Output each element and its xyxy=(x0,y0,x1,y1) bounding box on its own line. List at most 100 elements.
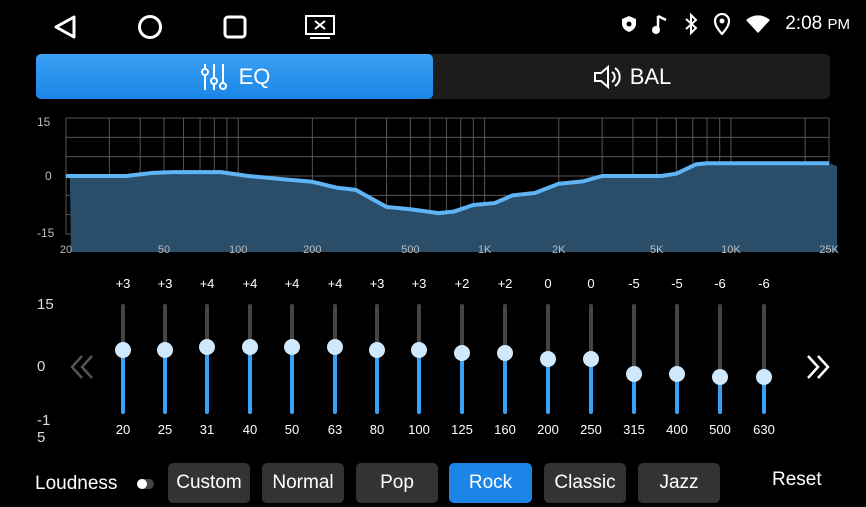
band-frequency: 125 xyxy=(451,422,473,437)
slider-track[interactable] xyxy=(583,304,599,414)
band-value: -5 xyxy=(671,276,683,291)
band-slider[interactable]: -5 315 xyxy=(614,276,654,437)
preset-custom-button[interactable]: Custom xyxy=(168,463,250,503)
tab-eq[interactable]: EQ xyxy=(36,54,433,99)
band-slider[interactable]: -6 630 xyxy=(744,276,784,437)
back-icon[interactable] xyxy=(52,14,78,40)
band-slider[interactable]: +3 100 xyxy=(399,276,439,437)
band-slider[interactable]: 0 250 xyxy=(571,276,611,437)
graph-curve xyxy=(66,161,829,216)
slider-thumb[interactable] xyxy=(712,369,728,385)
band-slider[interactable]: +2 125 xyxy=(442,276,482,437)
band-frequency: 160 xyxy=(494,422,516,437)
slider-thumb[interactable] xyxy=(669,366,685,382)
band-value: 0 xyxy=(587,276,595,291)
band-slider[interactable]: +2 160 xyxy=(485,276,525,437)
graph-y-label: 0 xyxy=(45,169,52,183)
recents-icon[interactable] xyxy=(222,14,248,40)
music-note-icon xyxy=(652,14,667,34)
graph-y-label: 15 xyxy=(37,115,51,129)
slider-track[interactable] xyxy=(242,304,258,414)
band-frequency: 200 xyxy=(537,422,559,437)
slider-track[interactable] xyxy=(369,304,385,414)
band-slider[interactable]: +3 25 xyxy=(145,276,185,437)
preset-pop-button[interactable]: Pop xyxy=(356,463,438,503)
band-value: -6 xyxy=(758,276,770,291)
slider-track[interactable] xyxy=(327,304,343,414)
slider-fill xyxy=(375,350,379,414)
screen-off-icon[interactable] xyxy=(304,13,336,41)
slider-track[interactable] xyxy=(626,304,642,414)
preset-jazz-button[interactable]: Jazz xyxy=(638,463,720,503)
slider-thumb[interactable] xyxy=(242,339,258,355)
slider-thumb[interactable] xyxy=(284,339,300,355)
slider-thumb[interactable] xyxy=(540,351,556,367)
band-frequency: 31 xyxy=(199,422,215,437)
slider-thumb[interactable] xyxy=(199,339,215,355)
slider-thumb[interactable] xyxy=(454,345,470,361)
slider-track[interactable] xyxy=(712,304,728,414)
band-slider[interactable]: +4 50 xyxy=(272,276,312,437)
slider-thumb[interactable] xyxy=(115,342,131,358)
clock: 2:08 PM xyxy=(785,13,850,34)
speaker-icon xyxy=(593,64,621,89)
band-slider[interactable]: -5 400 xyxy=(657,276,697,437)
band-slider[interactable]: +3 80 xyxy=(357,276,397,437)
slider-fill xyxy=(675,374,679,414)
slider-thumb[interactable] xyxy=(369,342,385,358)
slider-track[interactable] xyxy=(199,304,215,414)
band-value: +3 xyxy=(411,276,427,291)
sliders-icon xyxy=(200,63,227,90)
band-slider[interactable]: +4 63 xyxy=(315,276,355,437)
band-slider[interactable]: -6 500 xyxy=(700,276,740,437)
slider-thumb[interactable] xyxy=(756,369,772,385)
graph-x-label: 200 xyxy=(303,244,322,256)
slider-thumb[interactable] xyxy=(327,339,343,355)
slider-fill xyxy=(718,377,722,414)
band-slider[interactable]: +4 31 xyxy=(187,276,227,437)
scroll-right-icon[interactable] xyxy=(806,354,830,380)
band-value: +3 xyxy=(115,276,131,291)
tab-bar: EQ BAL xyxy=(36,54,830,99)
slider-track[interactable] xyxy=(454,304,470,414)
slider-thumb[interactable] xyxy=(583,351,599,367)
slider-track[interactable] xyxy=(284,304,300,414)
slider-track[interactable] xyxy=(157,304,173,414)
reset-button[interactable]: Reset xyxy=(772,469,822,490)
band-value: +4 xyxy=(327,276,343,291)
slider-fill xyxy=(503,353,507,414)
band-value: -5 xyxy=(628,276,640,291)
slider-thumb[interactable] xyxy=(497,345,513,361)
slider-track[interactable] xyxy=(497,304,513,414)
graph-x-label: 20 xyxy=(59,244,73,256)
band-value: +3 xyxy=(157,276,173,291)
band-slider[interactable]: 0 200 xyxy=(528,276,568,437)
slider-track[interactable] xyxy=(115,304,131,414)
slider-thumb[interactable] xyxy=(411,342,427,358)
tab-bal[interactable]: BAL xyxy=(433,54,830,99)
band-frequency: 100 xyxy=(408,422,430,437)
bluetooth-icon xyxy=(685,12,698,36)
loudness-toggle[interactable] xyxy=(137,479,154,489)
slider-thumb[interactable] xyxy=(157,342,173,358)
graph-canvas xyxy=(65,117,837,252)
scroll-left-icon[interactable] xyxy=(70,354,94,380)
slider-thumb[interactable] xyxy=(626,366,642,382)
slider-track[interactable] xyxy=(411,304,427,414)
band-value: +4 xyxy=(284,276,300,291)
band-frequency: 25 xyxy=(157,422,173,437)
band-slider[interactable]: +3 20 xyxy=(103,276,143,437)
preset-classic-button[interactable]: Classic xyxy=(544,463,626,503)
home-icon[interactable] xyxy=(137,14,163,40)
slider-track[interactable] xyxy=(540,304,556,414)
preset-rock-button[interactable]: Rock xyxy=(449,463,532,503)
graph-x-label: 1K xyxy=(477,244,492,256)
slider-track[interactable] xyxy=(756,304,772,414)
graph-x-label: 50 xyxy=(157,244,171,256)
graph-y-label: -15 xyxy=(37,226,55,240)
band-frequency: 20 xyxy=(115,422,131,437)
slider-track[interactable] xyxy=(669,304,685,414)
band-value: 0 xyxy=(544,276,552,291)
band-slider[interactable]: +4 40 xyxy=(230,276,270,437)
preset-normal-button[interactable]: Normal xyxy=(262,463,344,503)
